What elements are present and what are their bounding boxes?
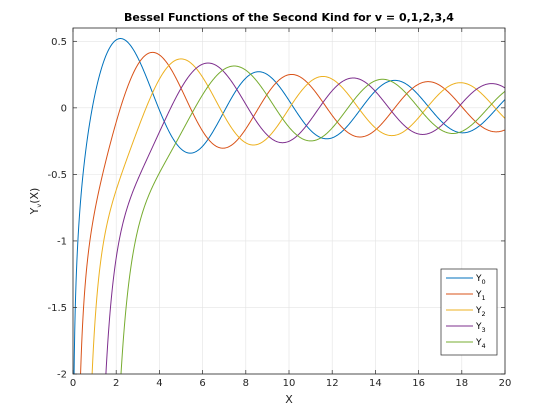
legend-entry-y2: Y2	[475, 306, 486, 318]
legend-entry-y0: Y0	[475, 274, 486, 286]
x-tick-label: 18	[455, 378, 468, 389]
series-lines	[73, 38, 505, 374]
x-tick-label: 20	[499, 378, 512, 389]
legend-entry-y3: Y3	[475, 322, 486, 334]
x-tick-label: 8	[243, 378, 249, 389]
x-tick-label: 10	[283, 378, 296, 389]
y-axis-label-rest: (X)	[28, 188, 41, 204]
x-axis-label: X	[285, 393, 293, 406]
y-axis-label-sub: v	[35, 204, 43, 208]
series-line-y0	[73, 38, 505, 374]
legend-entry-y4: Y4	[475, 338, 486, 350]
series-line-y2	[91, 58, 505, 374]
x-tick-label: 12	[326, 378, 339, 389]
x-tick-label: 4	[156, 378, 162, 389]
x-tick-label: 6	[199, 378, 205, 389]
series-line-y1	[80, 51, 505, 374]
x-tick-label: 14	[369, 378, 382, 389]
x-tick-label: 0	[70, 378, 76, 389]
y-tick-label: 0	[61, 103, 67, 114]
axis-ticks: 0 2 4 6 8 10 12 14 16 18 20 -2 -1.5 -1 -0.5 0 0.5	[47, 28, 511, 389]
y-tick-label: -1	[57, 236, 67, 247]
y-axis-label-base: Y	[28, 207, 41, 215]
x-tick-label: 2	[113, 378, 119, 389]
legend-box	[440, 268, 498, 356]
y-tick-label: -0.5	[47, 170, 67, 181]
legend-entry-y1: Y1	[475, 290, 486, 302]
y-tick-label: -1.5	[47, 303, 67, 314]
y-axis-label: Yv(X)	[28, 188, 43, 216]
y-tick-label: 0.5	[51, 37, 67, 48]
legend: Y0 Y1 Y2 Y3 Y4	[440, 268, 498, 356]
x-tick-label: 16	[412, 378, 425, 389]
chart-title: Bessel Functions of the Second Kind for …	[124, 11, 454, 24]
y-tick-label: -2	[57, 370, 67, 381]
series-line-y4	[120, 65, 505, 374]
